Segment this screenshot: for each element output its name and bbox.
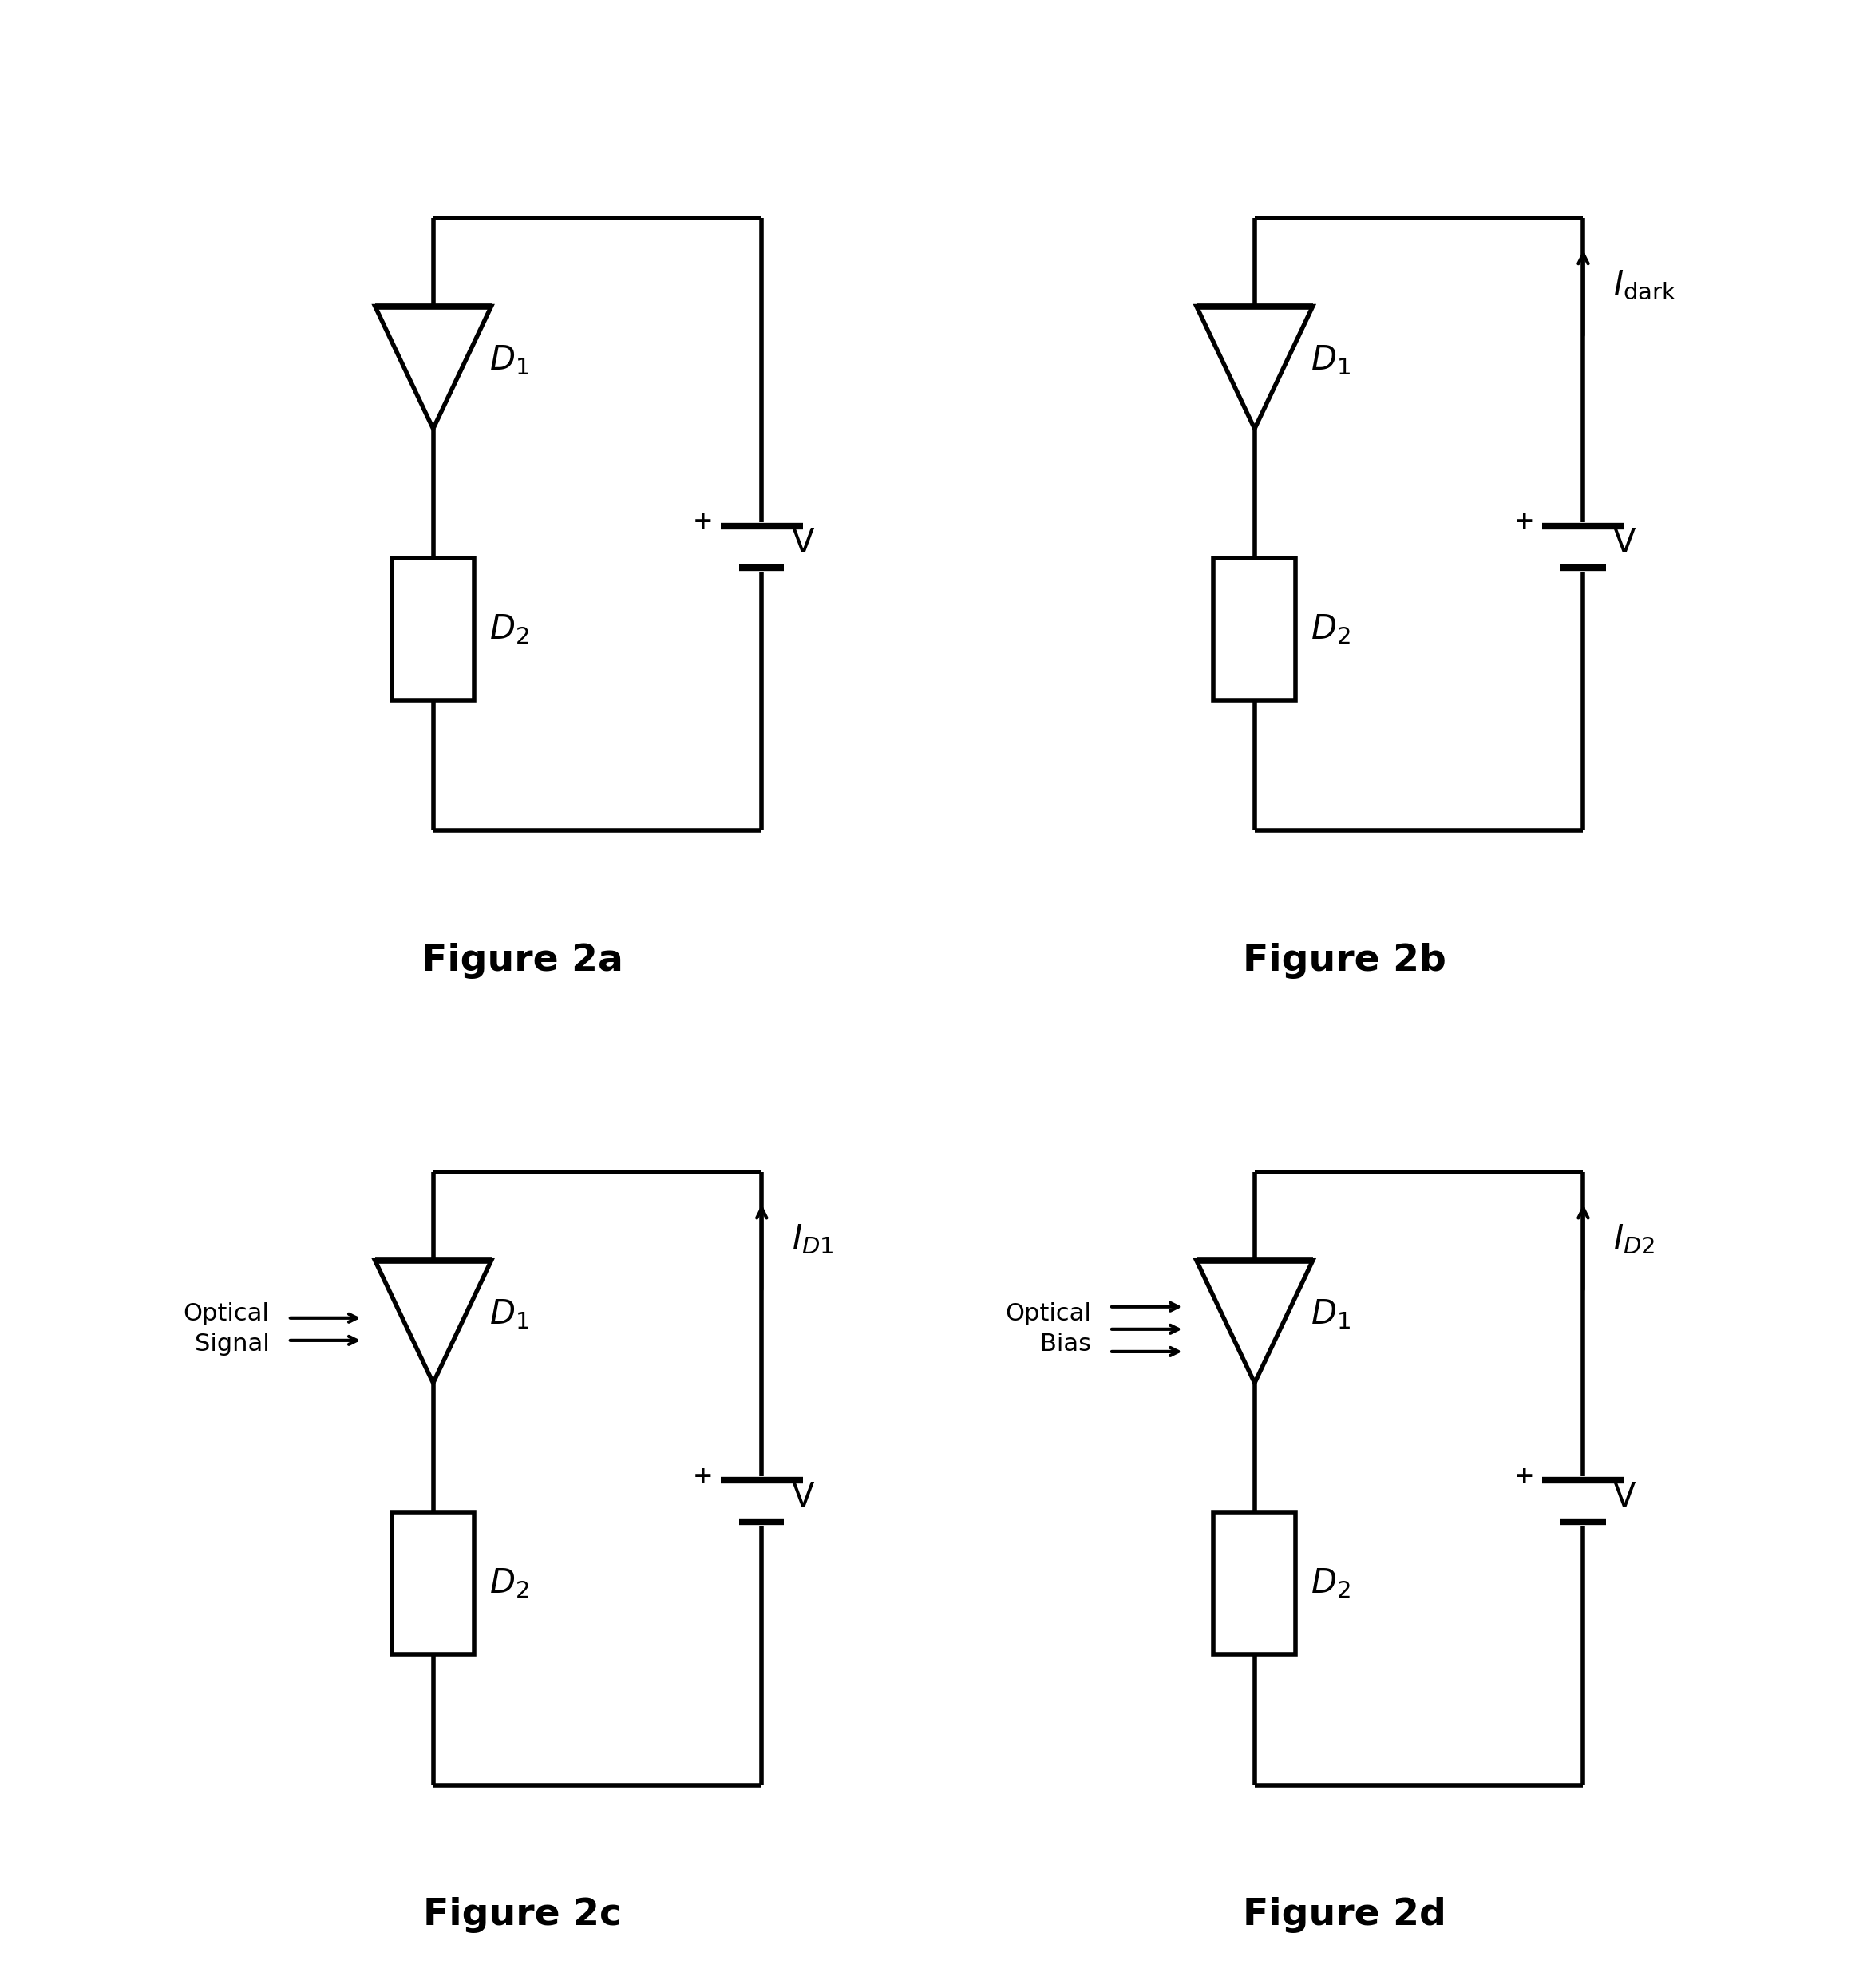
Text: $D_1$: $D_1$ (1311, 1298, 1350, 1332)
Text: Figure 2d: Figure 2d (1243, 1897, 1445, 1932)
Bar (392, 1513, 474, 1654)
Text: Optical
Signal: Optical Signal (183, 1302, 269, 1356)
Text: Figure 2c: Figure 2c (424, 1897, 622, 1932)
Text: $D_2$: $D_2$ (1311, 612, 1350, 646)
Text: Figure 2b: Figure 2b (1243, 942, 1445, 978)
Text: $D_1$: $D_1$ (1311, 344, 1350, 378)
Text: Figure 2a: Figure 2a (422, 942, 624, 978)
Text: $I_{D1}$: $I_{D1}$ (792, 1223, 833, 1256)
Text: V: V (792, 527, 814, 561)
Text: V: V (792, 1481, 814, 1515)
Text: $I_{D2}$: $I_{D2}$ (1613, 1223, 1654, 1256)
Text: +: + (693, 1465, 713, 1487)
Text: +: + (1514, 1465, 1535, 1487)
Bar (392, 559, 474, 700)
Text: +: + (693, 511, 713, 533)
Text: V: V (1613, 1481, 1635, 1515)
Text: $D_2$: $D_2$ (489, 1567, 528, 1600)
Bar (1214, 1513, 1296, 1654)
Text: $I_{\rm dark}$: $I_{\rm dark}$ (1613, 268, 1677, 302)
Text: $D_1$: $D_1$ (489, 1298, 528, 1332)
Text: V: V (1613, 527, 1635, 561)
Bar (1214, 559, 1296, 700)
Text: $D_2$: $D_2$ (489, 612, 528, 646)
Text: $D_2$: $D_2$ (1311, 1567, 1350, 1600)
Text: $D_1$: $D_1$ (489, 344, 528, 378)
Text: +: + (1514, 511, 1535, 533)
Text: Optical
Bias: Optical Bias (1004, 1302, 1090, 1356)
